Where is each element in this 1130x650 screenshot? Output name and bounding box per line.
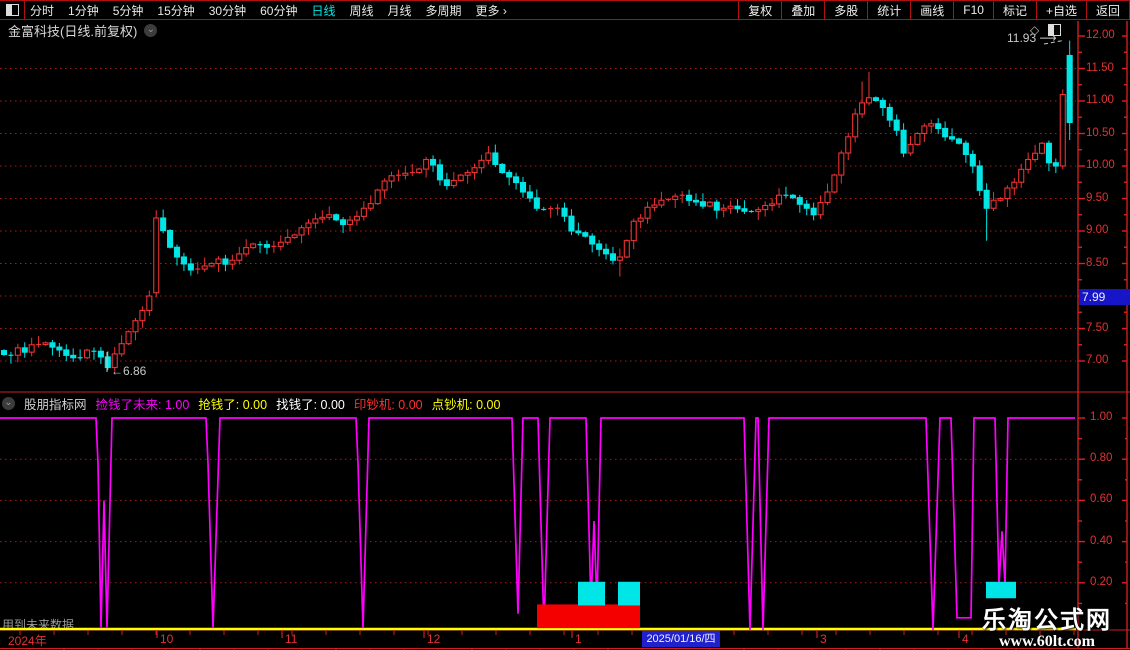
watermark-url: www.60lt.com	[999, 633, 1095, 650]
signal-cyan-block	[618, 581, 640, 606]
indicator-axis-label: 0.20	[1090, 575, 1113, 588]
period-tab[interactable]: 月线	[387, 3, 412, 18]
top-toolbar: 分时 1分钟 5分钟 15分钟 30分钟 60分钟 日线 周线 月线 多周期 更多 › 复权 叠加 多股…	[0, 0, 1130, 20]
period-tab[interactable]: 周线	[349, 3, 374, 18]
period-tab[interactable]: 日线	[311, 3, 336, 18]
watermark-site-name: 乐淘公式网	[982, 607, 1112, 634]
toolbar-action-button[interactable]: F10	[954, 1, 994, 19]
price-axis-label: 10.50	[1086, 126, 1115, 139]
window-icon[interactable]	[0, 1, 25, 19]
period-low-annotation: ←6.86	[111, 364, 147, 378]
crosshair-date-marker: 2025/01/16/四	[642, 631, 720, 647]
toolbar-actions: 复权 叠加 多股 统计 画线 F10 标记 +自选 返回	[738, 1, 1130, 19]
signal-line	[0, 417, 1075, 631]
signal-cyan-block	[986, 581, 1016, 599]
period-tabs: 分时 1分钟 5分钟 15分钟 30分钟 60分钟 日线 周线 月线 多周期 更多 ›	[30, 1, 507, 19]
toolbar-action-button[interactable]: +自选	[1037, 1, 1087, 19]
price-axis-label: 12.00	[1086, 29, 1115, 41]
indicator-value-label: 印钞机: 0.00	[353, 397, 423, 412]
split-window-icon	[5, 4, 19, 16]
period-tab[interactable]: 1分钟	[68, 3, 99, 18]
price-axis-label: 10.00	[1086, 159, 1115, 171]
period-tab[interactable]: 15分钟	[157, 3, 195, 18]
date-month-label: 12	[427, 632, 441, 646]
indicator-value-label: 找钱了: 0.00	[276, 397, 345, 412]
period-tab[interactable]: 5分钟	[112, 3, 144, 18]
crosshair-price-marker: 7.99	[1079, 288, 1130, 305]
price-axis-label: 9.00	[1086, 224, 1109, 236]
candlestick-chart	[0, 40, 1073, 372]
date-month-label: 11	[285, 632, 298, 646]
toolbar-action-button[interactable]: 复权	[739, 1, 783, 19]
price-axis-label: 11.50	[1086, 61, 1114, 74]
grid-lines	[0, 68, 1076, 584]
site-watermark: 乐淘公式网 www.60lt.com	[982, 608, 1112, 650]
indicator-axis-label: 0.60	[1090, 493, 1113, 506]
indicator-value-label: 抢钱了: 0.00	[198, 397, 268, 412]
price-axis-label: 11.00	[1086, 94, 1114, 106]
date-month-label: 3	[820, 632, 827, 646]
price-axis-label: 8.50	[1086, 256, 1109, 269]
period-tab[interactable]: 更多 ›	[475, 3, 507, 18]
date-month-label: 4	[962, 632, 969, 646]
page-title: 金富科技(日线.前复权)	[8, 23, 138, 39]
indicator-value-label: 点钞机: 0.00	[431, 397, 501, 412]
price-axis-label: 9.50	[1086, 191, 1109, 204]
toolbar-action-button[interactable]: 统计	[868, 1, 912, 19]
period-tab[interactable]: 30分钟	[208, 3, 247, 18]
signal-red-block	[537, 604, 640, 629]
indicator-axis-label: 0.80	[1090, 452, 1113, 465]
chart-title-bar: 金富科技(日线.前复权) ⌄	[8, 22, 158, 39]
date-month-label: 10	[160, 632, 174, 646]
indicator-axis-label: 0.40	[1090, 534, 1113, 547]
diamond-tool-icon[interactable]: ◇	[1030, 23, 1040, 37]
price-axis-label: 7.50	[1086, 321, 1109, 334]
toolbar-action-button[interactable]: 多股	[825, 1, 869, 19]
indicator-header: ⌄ 股朋指标网 捡钱了未来: 1.00 抢钱了: 0.00 找钱了: 0.00 印钞机:…	[2, 395, 501, 412]
date-year-label: 2024年	[8, 634, 47, 648]
date-month-label: 1	[575, 632, 582, 646]
chevron-down-icon[interactable]: ⌄	[2, 396, 15, 410]
toolbar-action-button[interactable]: 叠加	[782, 1, 826, 19]
period-tab[interactable]: 多周期	[425, 3, 462, 18]
toolbar-action-button[interactable]: 标记	[994, 1, 1037, 19]
toolbar-action-button[interactable]: 画线	[911, 1, 955, 19]
chevron-down-icon[interactable]: ⌄	[144, 23, 158, 37]
period-tab[interactable]: 分时	[30, 3, 55, 18]
indicator-axis-label: 1.00	[1090, 411, 1113, 423]
indicator-value-label: 捡钱了未来: 1.00	[95, 397, 190, 412]
price-axis-label: 7.00	[1086, 354, 1109, 366]
split-view-icon[interactable]	[1048, 24, 1062, 36]
toolbar-action-button[interactable]: 返回	[1087, 1, 1130, 19]
indicator-source-label: 股朋指标网	[24, 397, 87, 412]
period-tab[interactable]: 60分钟	[260, 3, 298, 18]
signal-cyan-block	[578, 581, 605, 606]
